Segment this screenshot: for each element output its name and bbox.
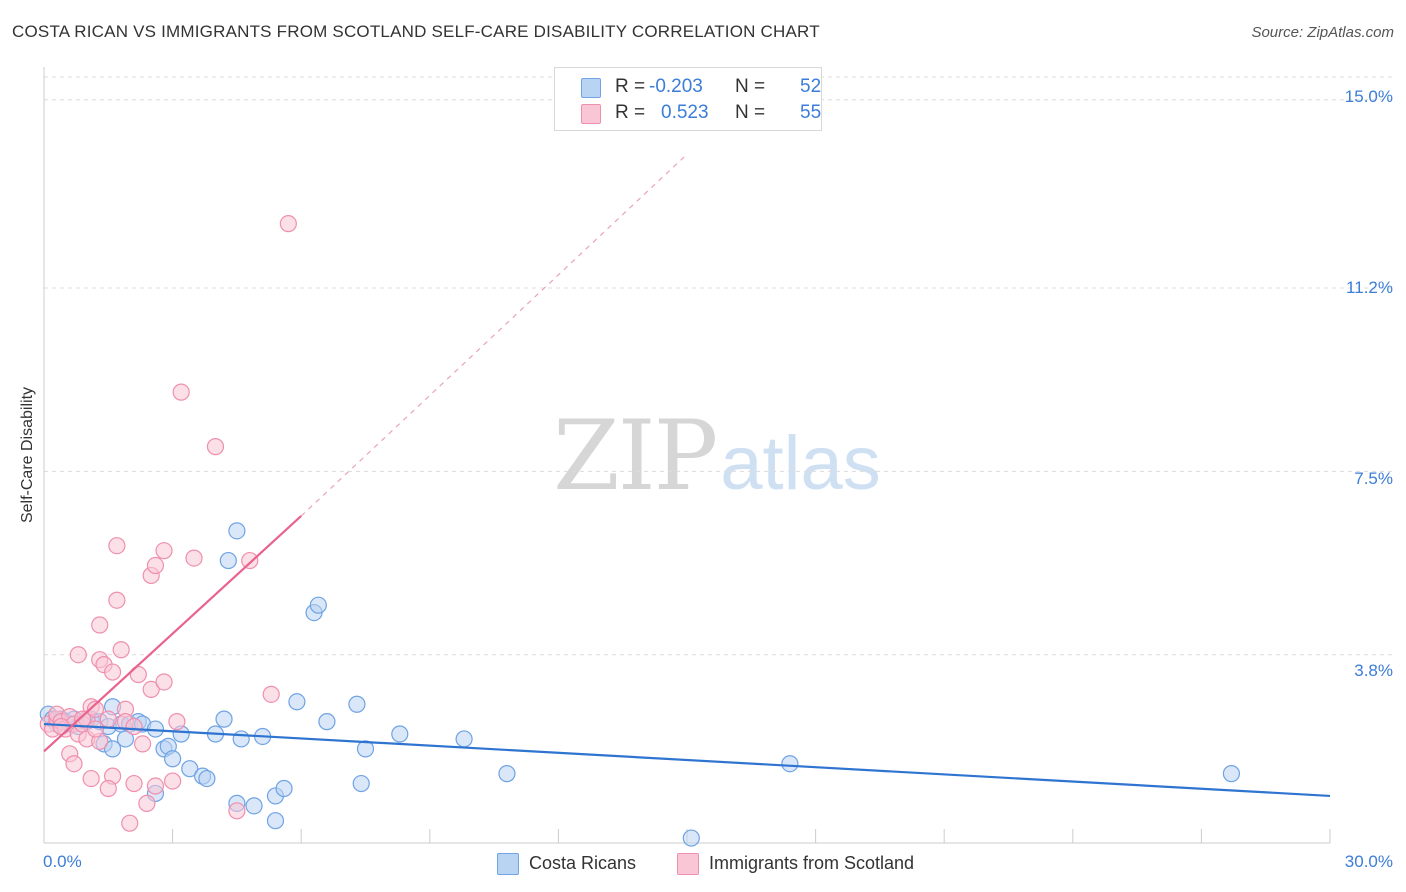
legend-r-value: -0.203 [649, 76, 703, 97]
scotland-point [103, 663, 122, 681]
y-tick-label: 15.0% [1344, 87, 1393, 106]
y-tick-label: 11.2% [1346, 278, 1393, 297]
y-tick-label: 3.8% [1354, 661, 1393, 680]
scotland-trend-extension [300, 153, 688, 517]
scotland-point [82, 769, 100, 788]
y-tick-label: 7.5% [1354, 469, 1393, 488]
costa-rican-point [348, 695, 366, 713]
series-legend-label: Costa Ricans [529, 853, 637, 873]
costa-rican-point [228, 522, 246, 540]
costa-rican-point [275, 779, 293, 798]
scotland-point [108, 537, 126, 555]
scotland-trendline [43, 515, 302, 753]
source-label: Source: ZipAtlas.com [1251, 24, 1394, 41]
scotland-point [129, 665, 147, 684]
series-swatch-blue [497, 853, 519, 875]
scotland-point [69, 646, 87, 664]
scotland-point [228, 802, 246, 820]
scotland-point [99, 779, 117, 798]
legend-n-value: 55 [800, 102, 822, 123]
scotland-point [108, 591, 126, 609]
legend-n-label: N = [735, 102, 766, 123]
costa-rican-point [103, 740, 122, 758]
legend-n-label: N = [735, 76, 766, 97]
costa-rican-point [1222, 765, 1241, 783]
correlation-legend: R = -0.203 N = 52 R = 0.523 N = 55 [554, 67, 822, 131]
legend-r-label: R = [615, 102, 646, 123]
costa-rican-point [288, 693, 306, 711]
costa-rican-point [232, 730, 250, 748]
x-tick-label: 0.0% [43, 852, 82, 871]
scotland-point [172, 383, 190, 401]
scotland-point [125, 774, 143, 793]
series-legend-label: Immigrants from Scotland [709, 853, 915, 873]
scotland-point [52, 717, 70, 736]
scotland-point [121, 814, 139, 832]
series-swatch-pink [677, 853, 699, 875]
legend-swatch-pink [581, 104, 601, 124]
costa-rican-point [781, 755, 799, 773]
scotland-point [146, 556, 165, 575]
costa-rican-point [219, 551, 237, 570]
costa-rican-trendline [43, 722, 1331, 798]
legend-swatch-blue [581, 78, 601, 98]
chart-title: COSTA RICAN VS IMMIGRANTS FROM SCOTLAND … [12, 22, 820, 41]
scotland-point [155, 673, 173, 691]
scotland-point [146, 777, 165, 795]
costa-rican-point [164, 750, 182, 768]
costa-rican-point [181, 760, 199, 778]
scotland-point [164, 772, 182, 790]
scotland-point [65, 755, 83, 773]
scotland-point [262, 685, 280, 703]
costa-rican-point [198, 769, 216, 788]
costa-rican-point [356, 740, 375, 758]
scotland-point [279, 215, 297, 233]
x-tick-label: 30.0% [1344, 852, 1393, 871]
scotland-point [133, 735, 152, 753]
watermark-zip: ZIP [553, 400, 718, 512]
scotland-point [73, 710, 92, 728]
costa-rican-point [352, 774, 370, 793]
scotland-point [138, 794, 156, 812]
scotland-point [206, 438, 225, 456]
costa-rican-point [455, 730, 473, 748]
scotland-point [185, 549, 203, 567]
costa-rican-point [266, 812, 285, 830]
legend-r-label: R = [615, 76, 646, 97]
scotland-point [86, 720, 105, 738]
y-axis-label: Self-Care Disability [19, 386, 36, 524]
scotland-point [91, 616, 109, 634]
costa-rican-point [682, 829, 700, 847]
scotland-point [155, 542, 173, 560]
legend-n-value: 52 [800, 76, 822, 97]
scotland-point [99, 710, 117, 728]
scotland-point [241, 551, 259, 570]
scotland-point [168, 713, 186, 731]
scotland-point [112, 641, 130, 659]
costa-rican-point [245, 797, 263, 815]
costa-rican-point [498, 765, 516, 783]
costa-rican-point [309, 596, 327, 614]
watermark-atlas: atlas [720, 421, 881, 506]
legend-r-value: 0.523 [661, 102, 709, 123]
scotland-point [142, 680, 160, 699]
scotland-point [86, 700, 105, 718]
costa-rican-point [215, 710, 233, 728]
costa-rican-point [318, 713, 336, 731]
scotland-point [125, 717, 143, 736]
watermark: ZIPatlas [553, 400, 881, 512]
costa-rican-point [391, 725, 409, 743]
